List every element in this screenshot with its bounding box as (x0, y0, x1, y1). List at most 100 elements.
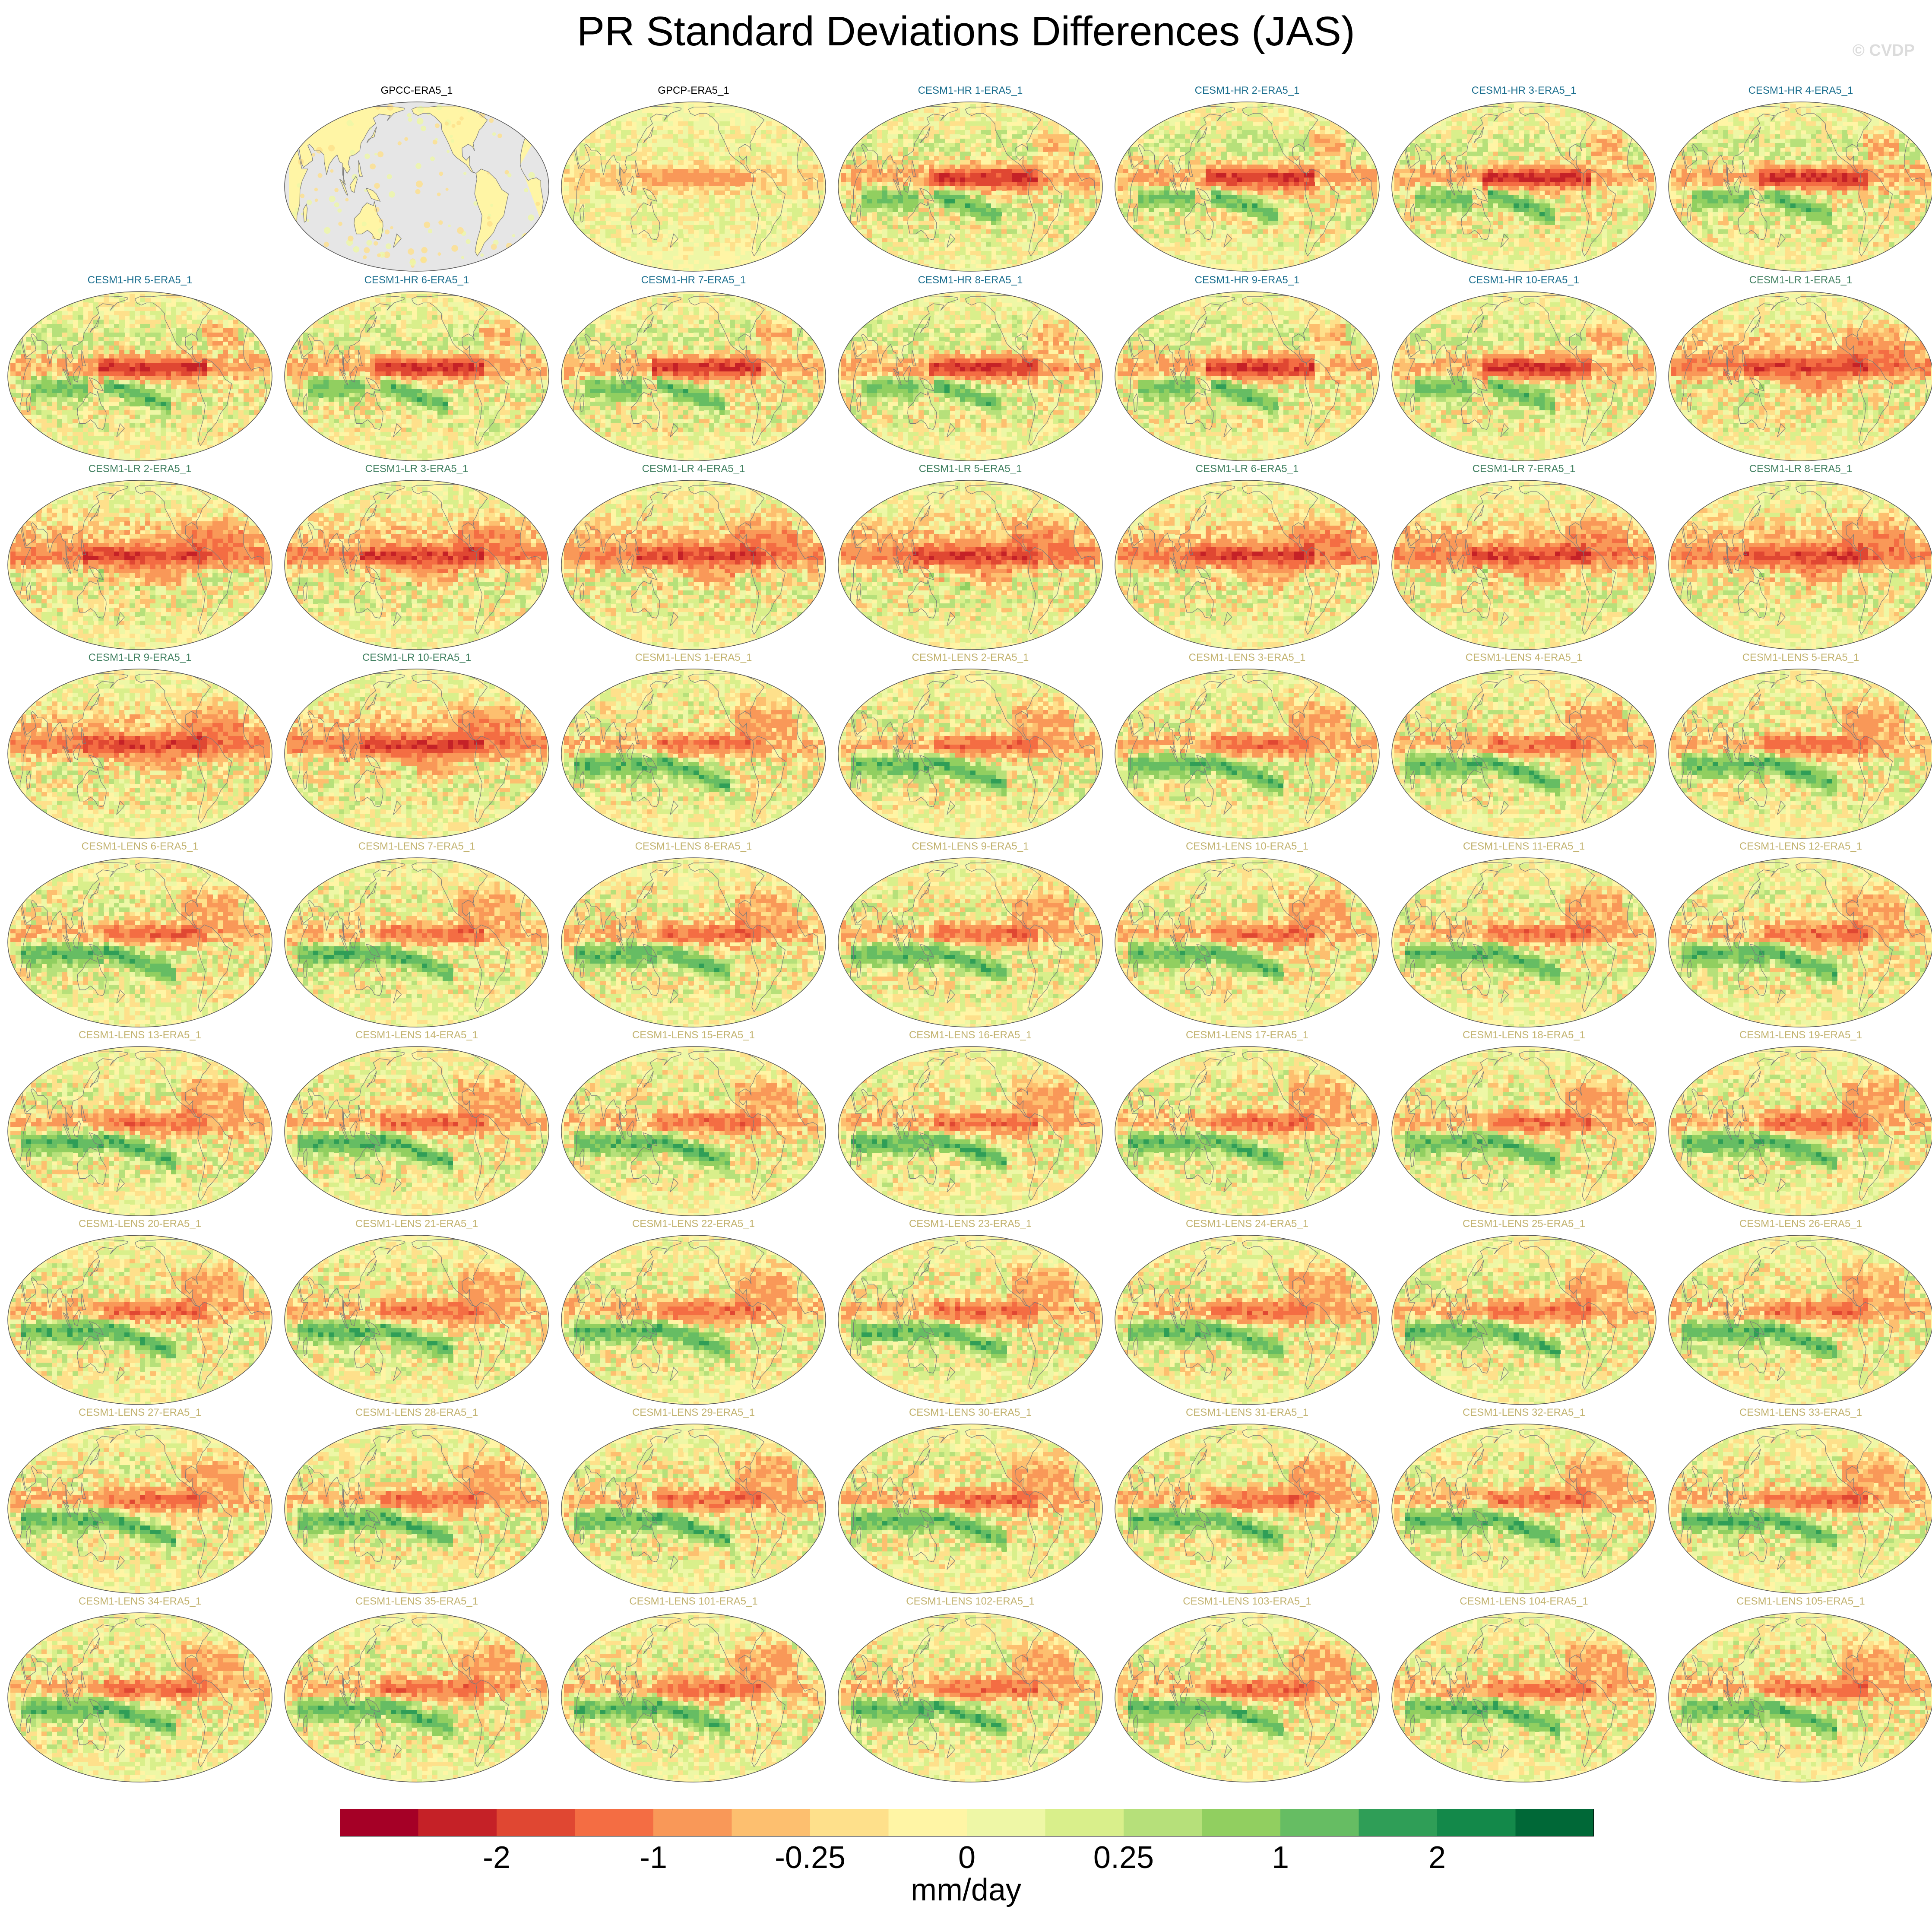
field-cell (877, 130, 883, 135)
field-cell (1457, 139, 1462, 143)
field-cell (1431, 195, 1436, 200)
field-cell (1431, 147, 1436, 152)
field-cell (887, 126, 893, 130)
field-cell (970, 264, 976, 269)
field-cell (1242, 251, 1248, 256)
field-cell (1514, 113, 1519, 117)
field-cell (1524, 169, 1530, 174)
field-cell (1033, 190, 1038, 195)
field-cell (1299, 195, 1305, 200)
field-cell (1320, 203, 1325, 208)
field-cell (1206, 251, 1211, 256)
field-cell (611, 169, 616, 174)
field-cell (841, 178, 846, 182)
field-cell (965, 268, 971, 273)
field-cell (1053, 225, 1059, 230)
field-cell (898, 238, 903, 243)
field-cell (1017, 238, 1023, 243)
field-cell (1289, 130, 1294, 135)
field-cell (861, 173, 867, 178)
field-cell (1017, 234, 1023, 238)
field-cell (580, 147, 585, 152)
field-cell (714, 242, 720, 247)
field-cell (694, 247, 699, 251)
field-cell (1320, 134, 1325, 139)
field-cell (688, 247, 694, 251)
field-cell (766, 216, 772, 221)
field-cell (1617, 130, 1623, 135)
field-cell (792, 234, 798, 238)
field-cell (996, 242, 1002, 247)
field-cell (678, 229, 684, 234)
field-cell (929, 212, 934, 217)
field-cell (782, 242, 787, 247)
field-cell (1309, 190, 1315, 195)
field-cell (1232, 178, 1237, 182)
field-cell (688, 182, 694, 187)
field-cell (657, 225, 663, 230)
field-cell (1524, 156, 1530, 161)
field-cell (1216, 190, 1222, 195)
field-cell (611, 134, 616, 139)
field-cell (991, 165, 997, 169)
field-cell (1149, 134, 1154, 139)
field-cell (1278, 255, 1284, 260)
field-speck (387, 174, 392, 179)
field-cell (574, 190, 580, 195)
field-cell (1252, 178, 1258, 182)
field-cell (574, 173, 580, 178)
field-cell (771, 156, 777, 161)
field-cell (1226, 130, 1232, 135)
field-cell (776, 238, 782, 243)
field-cell (1247, 143, 1253, 148)
field-speck (452, 124, 456, 128)
field-cell (1033, 160, 1038, 165)
field-cell (1216, 152, 1222, 156)
field-cell (1330, 147, 1336, 152)
field-cell (1602, 130, 1607, 135)
field-cell (1612, 169, 1618, 174)
field-cell (709, 173, 715, 178)
field-cell (1128, 199, 1134, 204)
field-cell (950, 212, 955, 217)
field-cell (1195, 225, 1201, 230)
field-cell (1038, 182, 1043, 187)
field-cell (965, 126, 971, 130)
field-cell (1340, 234, 1346, 238)
field-cell (913, 130, 919, 135)
field-cell (981, 221, 986, 225)
field-cell (590, 225, 595, 230)
field-cell (730, 169, 735, 174)
field-cell (1457, 169, 1462, 174)
field-cell (1420, 165, 1426, 169)
field-cell (1237, 216, 1242, 221)
field-cell (1273, 147, 1279, 152)
field-cell (756, 238, 761, 243)
field-cell (981, 117, 986, 122)
field-cell (1022, 216, 1028, 221)
field-cell (950, 199, 955, 204)
field-cell (867, 195, 872, 200)
field-cell (1273, 182, 1279, 187)
field-cell (745, 178, 751, 182)
field-cell (1200, 260, 1206, 264)
field-cell (688, 169, 694, 174)
field-cell (621, 216, 627, 221)
field-cell (1325, 139, 1330, 143)
field-cell (1247, 203, 1253, 208)
field-cell (678, 208, 684, 212)
field-cell (1508, 173, 1514, 178)
field-cell (1519, 190, 1524, 195)
field-cell (1175, 143, 1180, 148)
field-cell (590, 229, 595, 234)
field-cell (1263, 221, 1268, 225)
field-cell (856, 147, 862, 152)
field-cell (756, 173, 761, 178)
field-cell (694, 216, 699, 221)
field-cell (1033, 139, 1038, 143)
field-cell (1027, 165, 1033, 169)
field-cell (1340, 221, 1346, 225)
field-cell (662, 178, 668, 182)
field-cell (991, 212, 997, 217)
field-cell (1154, 190, 1159, 195)
